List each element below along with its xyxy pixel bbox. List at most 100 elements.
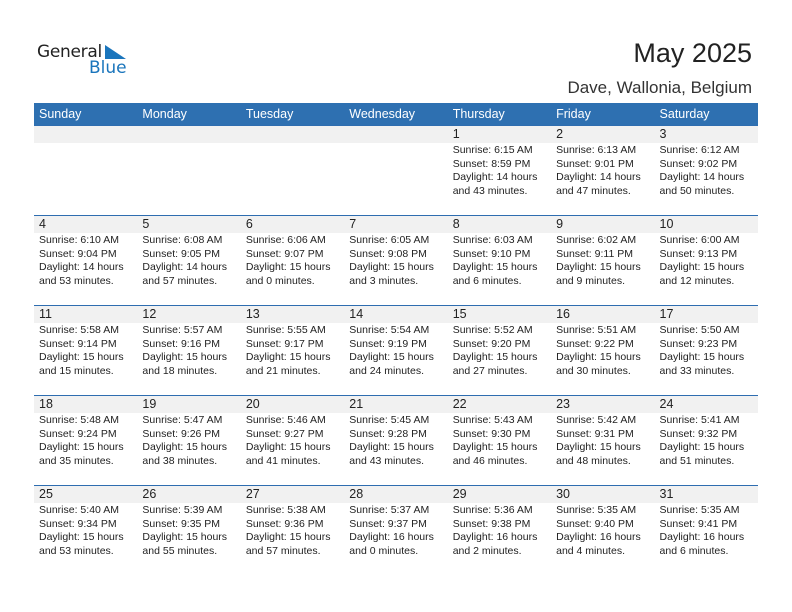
empty-cell: [34, 126, 138, 216]
date-strip: [654, 486, 758, 503]
daylight2-text: and 48 minutes.: [556, 454, 631, 467]
sunset-text: Sunset: 9:26 PM: [142, 427, 221, 440]
daylight2-text: and 57 minutes.: [142, 274, 218, 287]
date-strip: [551, 396, 655, 413]
daylight1-text: Daylight: 15 hours: [349, 441, 434, 453]
location: Dave, Wallonia, Belgium: [567, 78, 752, 97]
weekday-sunday: Sunday: [39, 107, 82, 121]
day-info: Sunrise: 6:08 AM Sunset: 9:05 PM Daylight:…: [142, 234, 227, 288]
logo-text-blue: Blue: [89, 58, 127, 78]
day-info: Sunrise: 5:43 AM Sunset: 9:30 PM Daylight:…: [453, 414, 538, 468]
daylight2-text: and 51 minutes.: [659, 454, 735, 467]
day-cell: 5 Sunrise: 6:08 AM Sunset: 9:05 PM Daylight…: [137, 216, 241, 306]
logo: General Blue: [37, 42, 132, 82]
sunset-text: Sunset: 9:17 PM: [245, 337, 324, 350]
daylight2-text: and 30 minutes.: [556, 364, 631, 377]
sunrise-text: Sunrise: 5:38 AM: [245, 504, 326, 516]
day-cell: 16 Sunrise: 5:51 AM Sunset: 9:22 PM Dayligh…: [551, 306, 655, 396]
day-info: Sunrise: 5:41 AM Sunset: 9:32 PM Daylight:…: [660, 414, 745, 468]
day-cell: 3 Sunrise: 6:12 AM Sunset: 9:02 PM Daylight…: [654, 126, 758, 216]
date-strip: [447, 306, 552, 323]
daylight2-text: and 3 minutes.: [349, 274, 419, 287]
date-strip: [344, 306, 448, 323]
sunrise-text: Sunrise: 6:12 AM: [659, 144, 740, 156]
sunrise-text: Sunrise: 5:46 AM: [245, 414, 326, 426]
day-number: 10: [659, 217, 674, 231]
day-number: 1: [452, 127, 460, 141]
day-info: Sunrise: 5:48 AM Sunset: 9:24 PM Daylight:…: [39, 414, 124, 468]
day-cell: 10 Sunrise: 6:00 AM Sunset: 9:13 PM Dayligh…: [654, 216, 758, 306]
day-number: 4: [39, 217, 46, 231]
day-number: 22: [452, 397, 467, 411]
day-info: Sunrise: 5:47 AM Sunset: 9:26 PM Daylight:…: [142, 414, 227, 468]
daylight2-text: and 41 minutes.: [245, 454, 321, 467]
daylight1-text: Daylight: 14 hours: [142, 261, 228, 273]
daylight2-text: and 0 minutes.: [349, 544, 419, 557]
daylight2-text: and 27 minutes.: [452, 364, 528, 377]
sunrise-text: Sunrise: 5:35 AM: [556, 504, 637, 516]
sunset-text: Sunset: 9:37 PM: [349, 517, 427, 530]
day-cell: 18 Sunrise: 5:48 AM Sunset: 9:24 PM Dayligh…: [34, 396, 138, 486]
day-cell: 2 Sunrise: 6:13 AM Sunset: 9:01 PM Daylight…: [551, 126, 655, 216]
day-number: 9: [556, 217, 564, 231]
daylight1-text: Daylight: 15 hours: [245, 261, 331, 273]
sunset-text: Sunset: 9:38 PM: [452, 517, 531, 530]
date-strip: [34, 396, 138, 413]
day-number: 20: [245, 397, 260, 411]
day-cell: 14 Sunrise: 5:54 AM Sunset: 9:19 PM Dayligh…: [344, 306, 448, 396]
day-info: Sunrise: 5:52 AM Sunset: 9:20 PM Daylight:…: [453, 324, 538, 378]
day-cell: 21 Sunrise: 5:45 AM Sunset: 9:28 PM Dayligh…: [344, 396, 448, 486]
sunrise-text: Sunrise: 6:00 AM: [659, 234, 740, 246]
daylight2-text: and 21 minutes.: [245, 364, 321, 377]
daylight2-text: and 12 minutes.: [659, 274, 735, 287]
sunrise-text: Sunrise: 5:48 AM: [39, 414, 119, 426]
day-cell: 13 Sunrise: 5:55 AM Sunset: 9:17 PM Dayligh…: [240, 306, 345, 396]
day-number: 23: [556, 397, 571, 411]
day-info: Sunrise: 6:00 AM Sunset: 9:13 PM Daylight:…: [660, 234, 745, 288]
daylight2-text: and 33 minutes.: [659, 364, 735, 377]
empty-cell: [240, 126, 345, 216]
daylight2-text: and 9 minutes.: [556, 274, 625, 287]
date-strip: [551, 306, 655, 323]
daylight2-text: and 2 minutes.: [452, 544, 522, 557]
sunset-text: Sunset: 9:19 PM: [349, 337, 427, 350]
logo-text-general: General: [37, 42, 102, 62]
day-cell: 17 Sunrise: 5:50 AM Sunset: 9:23 PM Dayligh…: [654, 306, 758, 396]
day-cell: 28 Sunrise: 5:37 AM Sunset: 9:37 PM Dayligh…: [344, 486, 448, 576]
day-number: 29: [452, 487, 467, 501]
daylight1-text: Daylight: 15 hours: [556, 441, 641, 453]
daylight2-text: and 24 minutes.: [349, 364, 424, 377]
day-cell: 9 Sunrise: 6:02 AM Sunset: 9:11 PM Daylight…: [551, 216, 655, 306]
date-strip: [137, 396, 241, 413]
date-strip: [344, 126, 448, 143]
day-cell: 8 Sunrise: 6:03 AM Sunset: 9:10 PM Daylight…: [447, 216, 552, 306]
day-number: 6: [245, 217, 253, 231]
sunrise-text: Sunrise: 5:52 AM: [452, 324, 533, 336]
daylight1-text: Daylight: 15 hours: [39, 441, 124, 453]
date-strip: [654, 306, 758, 323]
daylight1-text: Daylight: 15 hours: [659, 261, 745, 273]
date-strip: [137, 216, 241, 233]
date-strip: [551, 126, 655, 143]
date-strip: [34, 486, 138, 503]
day-number: 21: [349, 397, 364, 411]
daylight1-text: Daylight: 15 hours: [349, 261, 434, 273]
sunrise-text: Sunrise: 6:02 AM: [556, 234, 637, 246]
day-number: 28: [349, 487, 364, 501]
sunrise-text: Sunrise: 5:51 AM: [556, 324, 637, 336]
sunrise-text: Sunrise: 6:15 AM: [452, 144, 533, 156]
sunset-text: Sunset: 9:07 PM: [245, 247, 324, 260]
date-strip: [34, 126, 138, 143]
date-strip: [240, 396, 345, 413]
sunset-text: Sunset: 9:16 PM: [142, 337, 221, 350]
daylight1-text: Daylight: 16 hours: [556, 531, 641, 543]
day-info: Sunrise: 5:35 AM Sunset: 9:41 PM Daylight:…: [660, 504, 745, 558]
date-strip: [551, 216, 655, 233]
day-cell: 26 Sunrise: 5:39 AM Sunset: 9:35 PM Dayligh…: [137, 486, 241, 576]
daylight1-text: Daylight: 15 hours: [142, 531, 228, 543]
sunrise-text: Sunrise: 6:06 AM: [245, 234, 326, 246]
weekday-header: Sunday Monday Tuesday Wednesday Thursday Frid…: [34, 103, 758, 126]
daylight2-text: and 6 minutes.: [659, 544, 729, 557]
weekday-saturday: Saturday: [659, 107, 710, 121]
daylight2-text: and 55 minutes.: [142, 544, 218, 557]
